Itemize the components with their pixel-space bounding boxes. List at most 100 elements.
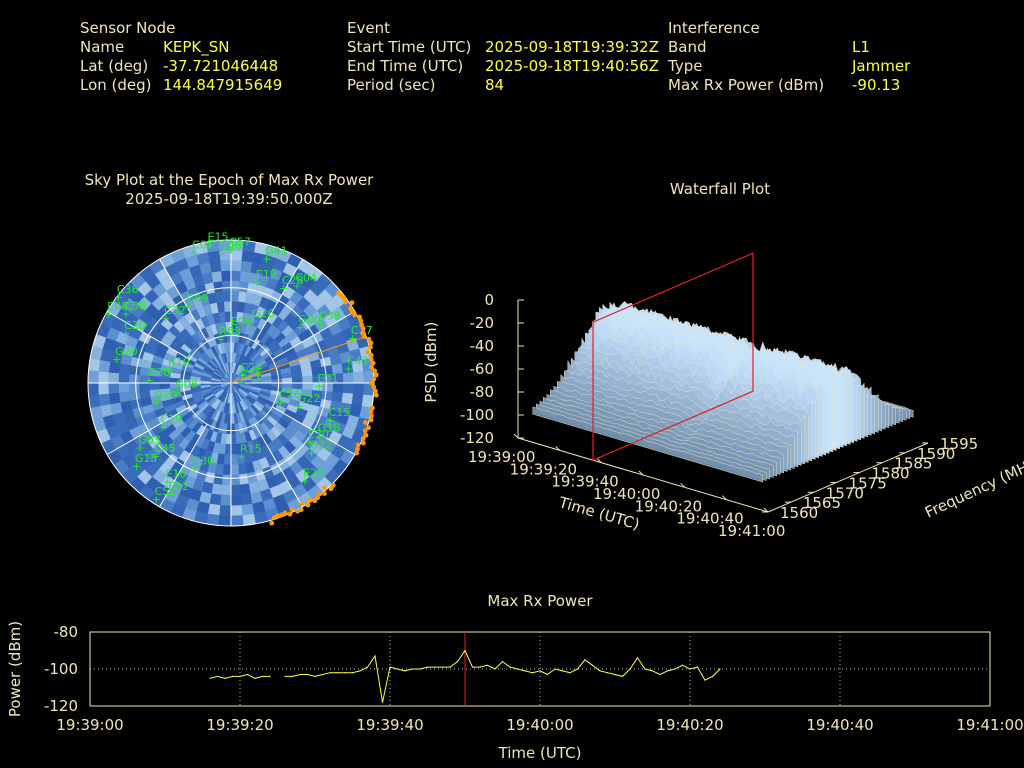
skyplot-cell — [283, 440, 297, 454]
skyplot-cell — [205, 429, 214, 441]
skyplot-cell — [288, 317, 302, 331]
skyplot-cell — [238, 388, 248, 397]
skyplot-cell — [216, 367, 225, 376]
skyplot-cell — [209, 493, 222, 506]
skyplot-cell — [231, 484, 241, 496]
maxrx-x-tick-label: 19:39:40 — [356, 716, 423, 734]
skyplot-cell — [337, 316, 352, 332]
skyplot-cell — [171, 307, 185, 321]
skyplot-cell — [257, 478, 270, 492]
skyplot-cell — [121, 281, 138, 298]
skyplot-cell — [150, 361, 162, 371]
skyplot-cell — [249, 389, 260, 396]
skyplot-cell — [246, 471, 258, 484]
skyplot-cell — [98, 359, 111, 373]
skyplot-cell — [217, 332, 224, 344]
skyplot-cell — [339, 402, 352, 415]
skyplot-cell — [214, 388, 224, 397]
skyplot-cell — [220, 380, 231, 383]
skyplot-cell — [336, 341, 350, 354]
skyplot-cell — [231, 311, 238, 322]
satellite-label: C36 — [117, 283, 139, 296]
skyplot-cell — [192, 296, 204, 309]
skyplot-cell — [226, 373, 231, 383]
skyplot-cell — [172, 418, 185, 429]
jammer-edge-marker — [365, 349, 370, 355]
skyplot-cell — [210, 345, 219, 357]
skyplot-cell — [236, 402, 242, 413]
skyplot-cell — [108, 383, 120, 394]
skyplot-cell — [189, 406, 200, 416]
skyplot-cell — [184, 339, 195, 351]
skyplot-cell — [196, 306, 207, 319]
maxrx-y-tick-label: -80 — [54, 623, 79, 641]
skyplot-cell — [276, 458, 290, 472]
skyplot-cell — [101, 311, 117, 327]
skyplot-cell — [225, 321, 231, 333]
satellite-marker: + — [276, 396, 285, 409]
skyplot-cell — [106, 326, 120, 342]
skyplot-cell — [98, 393, 111, 407]
skyplot-cell — [241, 356, 249, 367]
skyplot-cell — [245, 361, 255, 370]
skyplot-subtitle: 2025-09-18T19:39:50.000Z — [125, 190, 333, 208]
skyplot-cell — [252, 459, 263, 472]
skyplot-cell — [265, 299, 277, 313]
skyplot-cell — [159, 497, 175, 513]
skyplot-cell — [324, 468, 341, 485]
skyplot-cell — [225, 403, 230, 414]
satellite-marker: + — [279, 282, 288, 295]
skyplot-cell — [231, 383, 239, 391]
skyplot-cell — [215, 389, 224, 398]
skyplot-cell — [147, 417, 161, 429]
skyplot-cell — [243, 409, 252, 421]
skyplot-cell — [211, 376, 222, 381]
interference-band-label: Band — [668, 38, 707, 56]
skyplot-cell — [262, 498, 277, 512]
skyplot-cell — [257, 411, 268, 423]
skyplot-cell — [149, 368, 161, 377]
skyplot-cell — [290, 448, 304, 462]
skyplot-cell — [241, 344, 249, 356]
skyplot-cell — [331, 391, 343, 403]
skyplot-cell — [169, 387, 181, 394]
skyplot-cell — [261, 385, 272, 391]
skyplot-cell — [243, 302, 253, 314]
skyplot-cell — [189, 350, 200, 360]
skyplot-cell — [210, 377, 222, 382]
skyplot-cell — [170, 391, 182, 399]
skyplot-cell — [261, 379, 272, 383]
skyplot-cell — [192, 393, 204, 401]
skyplot-cell — [223, 342, 229, 353]
satellite-label: E25 — [303, 467, 324, 480]
skyplot-cell — [138, 331, 152, 345]
skyplot-cell — [168, 325, 181, 338]
skyplot-cell — [331, 306, 346, 322]
skyplot-cell — [332, 383, 344, 393]
jammer-edge-marker — [370, 360, 376, 366]
skyplot-cell — [223, 375, 231, 383]
satellite-marker: + — [104, 308, 113, 321]
skyplot-cell — [200, 375, 212, 380]
skyplot-cell — [267, 415, 278, 427]
skyplot-cell — [184, 441, 196, 454]
skyplot-cell — [240, 374, 251, 380]
skyplot-cell — [221, 379, 231, 383]
skyplot-cell — [156, 413, 170, 424]
skyplot-cell — [251, 383, 262, 386]
skyplot-cell — [220, 342, 226, 354]
skyplot-cell — [213, 399, 221, 410]
skyplot-cell — [139, 383, 150, 392]
skyplot-cell — [179, 484, 193, 499]
skyplot-cell — [201, 338, 211, 350]
skyplot-cell — [267, 339, 278, 351]
skyplot-cell — [213, 388, 223, 395]
skyplot-cell — [278, 396, 291, 404]
skyplot-cell — [301, 389, 313, 398]
skyplot-cell — [310, 331, 324, 345]
skyplot-cell — [178, 303, 191, 317]
skyplot-cell — [289, 461, 304, 476]
skyplot-cell — [171, 445, 185, 459]
